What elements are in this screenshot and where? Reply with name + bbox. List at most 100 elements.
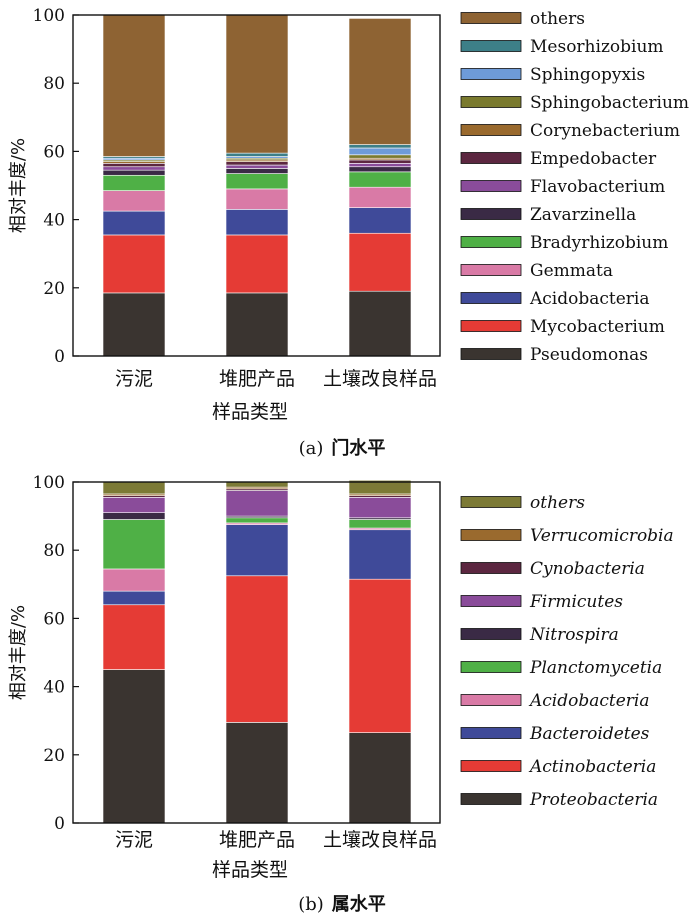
bar-segment (225, 517, 289, 524)
bar-segment (225, 490, 289, 517)
y-tick-label: 0 (54, 347, 65, 367)
legend-label: Nitrospira (529, 625, 619, 645)
bar-segment (225, 173, 289, 190)
legend-label: others (530, 493, 585, 513)
bar-segment (102, 590, 166, 606)
bar-segment (225, 234, 289, 294)
bar-segment (225, 575, 289, 723)
bar-segment (348, 732, 412, 824)
bar-segment (102, 568, 166, 592)
legend-label: Sphingobacterium (530, 93, 689, 113)
legend-swatch (460, 12, 522, 24)
y-tick-label: 60 (43, 609, 65, 629)
legend-label: Verrucomicrobia (530, 526, 674, 546)
bar-segment (102, 14, 166, 157)
legend-swatch (460, 694, 522, 706)
bar-segment (102, 519, 166, 570)
bar-segment (225, 14, 289, 154)
y-tick-label: 100 (33, 473, 65, 493)
figure-caption: (a) 门水平 (299, 437, 386, 459)
legend-label: Bradyrhizobium (530, 233, 668, 253)
legend-swatch (460, 40, 522, 52)
bar-segment (102, 169, 166, 176)
bar-segment (348, 519, 412, 529)
bar-segment (348, 186, 412, 208)
bar-segment (225, 152, 289, 157)
bar-segment (102, 481, 166, 495)
x-axis-label: 样品类型 (212, 859, 288, 881)
bar-segment (348, 147, 412, 156)
legend-label: Pseudomonas (530, 345, 648, 365)
bar-segment (102, 166, 166, 171)
bar-segment (225, 164, 289, 169)
legend-swatch (460, 292, 522, 304)
y-tick-label: 20 (43, 746, 65, 766)
legend-label: Cynobacteria (530, 559, 645, 579)
legend-swatch (460, 152, 522, 164)
bar-segment (225, 524, 289, 577)
bar-segment (102, 669, 166, 824)
caption-text: 属水平 (332, 893, 386, 915)
bar-segment (225, 168, 289, 174)
bar-segment (348, 159, 412, 164)
x-tick-label: 污泥 (115, 829, 153, 851)
bar-segment (225, 161, 289, 166)
legend-label: Firmicutes (529, 592, 623, 612)
bar-segment (348, 529, 412, 580)
y-tick-label: 80 (43, 74, 65, 94)
legend-label: Zavarzinella (530, 205, 636, 225)
bar-segment (225, 722, 289, 824)
legend-label: Acidobacteria (529, 289, 649, 309)
legend-label: Mesorhizobium (530, 37, 664, 57)
y-tick-label: 20 (43, 279, 65, 299)
bar-segment (102, 174, 166, 191)
bar-segment (348, 207, 412, 234)
bar-segment (102, 604, 166, 670)
bar-segment (225, 481, 289, 488)
legend-swatch (460, 727, 522, 739)
bar-segment (102, 497, 166, 513)
legend-label: Sphingopyxis (530, 65, 645, 85)
bar-segment (102, 163, 166, 168)
bar-segment (348, 163, 412, 168)
legend-label: Acidobacteria (528, 691, 649, 711)
y-axis-label: 相对丰度/% (8, 605, 29, 700)
legend-swatch (460, 595, 522, 607)
legend-swatch (460, 96, 522, 108)
y-tick-label: 40 (43, 211, 65, 231)
caption-text: 门水平 (331, 437, 385, 459)
caption-prefix: (b) (298, 894, 324, 915)
legend-label: Planctomycetia (529, 658, 662, 678)
legend-label: Empedobacter (530, 149, 657, 169)
legend-label: Actinobacteria (528, 757, 656, 777)
x-axis-label: 样品类型 (212, 401, 288, 423)
bar-segment (348, 290, 412, 357)
bar-segment (348, 578, 412, 733)
y-tick-label: 60 (43, 142, 65, 162)
bar-segment (102, 292, 166, 357)
bar-segment (225, 188, 289, 210)
legend-swatch (460, 628, 522, 640)
legend-label: Bacteroidetes (529, 724, 650, 744)
legend-label: Gemmata (530, 261, 613, 281)
bar-segment (348, 144, 412, 149)
bar-segment (225, 292, 289, 357)
bar-segment (348, 166, 412, 173)
bar-segment (348, 18, 412, 145)
y-tick-label: 0 (54, 814, 65, 834)
legend-swatch (460, 68, 522, 80)
x-tick-label: 土壤改良样品 (323, 829, 437, 851)
y-tick-label: 40 (43, 678, 65, 698)
legend-label: others (530, 9, 585, 29)
legend-swatch (460, 529, 522, 541)
legend-label: Corynebacterium (530, 121, 680, 141)
bar-segment (102, 210, 166, 236)
legend-label: Proteobacteria (529, 790, 658, 810)
legend-swatch (460, 320, 522, 332)
legend-swatch (460, 496, 522, 508)
legend-swatch (460, 562, 522, 574)
x-tick-label: 土壤改良样品 (323, 368, 437, 390)
